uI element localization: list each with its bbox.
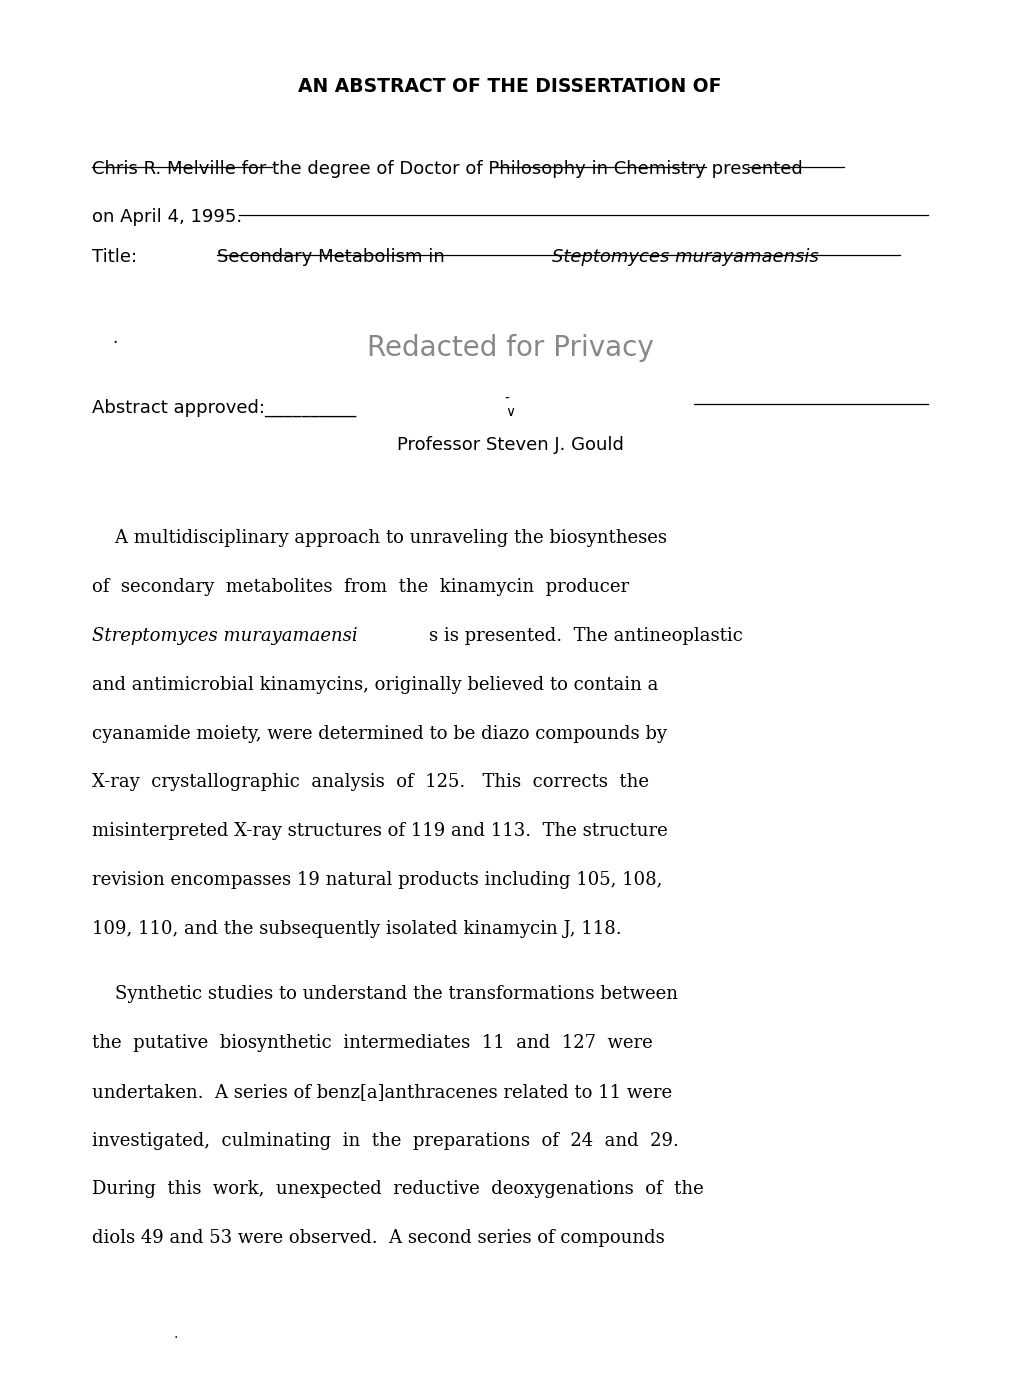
Text: ·: · bbox=[112, 334, 117, 352]
Text: Chris R. Melville for the degree of Doctor of Philosophy in Chemistry presented: Chris R. Melville for the degree of Doct… bbox=[92, 160, 802, 177]
Text: of  secondary  metabolites  from  the  kinamycin  producer: of secondary metabolites from the kinamy… bbox=[92, 578, 629, 597]
Text: investigated,  culminating  in  the  preparations  of  24  and  29.: investigated, culminating in the prepara… bbox=[92, 1132, 678, 1150]
Text: misinterpreted X-ray structures of 119 and 113.  The structure: misinterpreted X-ray structures of 119 a… bbox=[92, 822, 666, 840]
Text: revision encompasses 19 natural products including 105, 108,: revision encompasses 19 natural products… bbox=[92, 872, 661, 890]
Text: AN ABSTRACT OF THE DISSERTATION OF: AN ABSTRACT OF THE DISSERTATION OF bbox=[298, 77, 721, 96]
Text: undertaken.  A series of benz[a]anthracenes related to 11 were: undertaken. A series of benz[a]anthracen… bbox=[92, 1084, 672, 1101]
Text: A multidisciplinary approach to unraveling the biosyntheses: A multidisciplinary approach to unraveli… bbox=[92, 529, 666, 547]
Text: $\vee$: $\vee$ bbox=[504, 406, 515, 419]
Text: Redacted for Privacy: Redacted for Privacy bbox=[366, 334, 653, 362]
Text: Synthetic studies to understand the transformations between: Synthetic studies to understand the tran… bbox=[92, 984, 678, 1004]
Text: Professor Steven J. Gould: Professor Steven J. Gould bbox=[396, 436, 623, 454]
Text: 109, 110, and the subsequently isolated kinamycin J, 118.: 109, 110, and the subsequently isolated … bbox=[92, 920, 621, 938]
Text: the  putative  biosynthetic  intermediates  11  and  127  were: the putative biosynthetic intermediates … bbox=[92, 1034, 652, 1052]
Text: Title:: Title: bbox=[92, 248, 154, 265]
Text: and antimicrobial kinamycins, originally believed to contain a: and antimicrobial kinamycins, originally… bbox=[92, 676, 657, 694]
Text: cyanamide moiety, were determined to be diazo compounds by: cyanamide moiety, were determined to be … bbox=[92, 725, 666, 742]
Text: X-ray  crystallographic  analysis  of  125.   This  corrects  the: X-ray crystallographic analysis of 125. … bbox=[92, 773, 648, 792]
Text: Streptomyces murayamaensi: Streptomyces murayamaensi bbox=[92, 627, 357, 645]
Text: Steptomyces murayamaensis: Steptomyces murayamaensis bbox=[551, 248, 818, 265]
Text: Streptomyces murayamaensis is presented.  The antineoplastic: Streptomyces murayamaensis is presented.… bbox=[92, 627, 671, 645]
Text: ·: · bbox=[173, 1331, 177, 1345]
Text: During  this  work,  unexpected  reductive  deoxygenations  of  the: During this work, unexpected reductive d… bbox=[92, 1180, 703, 1199]
Text: Secondary Metabolism in: Secondary Metabolism in bbox=[217, 248, 450, 265]
Text: diols 49 and 53 were observed.  A second series of compounds: diols 49 and 53 were observed. A second … bbox=[92, 1229, 664, 1247]
Text: Abstract approved:__________: Abstract approved:__________ bbox=[92, 399, 356, 417]
Text: -: - bbox=[504, 392, 508, 406]
Text: on April 4, 1995.: on April 4, 1995. bbox=[92, 208, 242, 226]
Text: s is presented.  The antineoplastic: s is presented. The antineoplastic bbox=[429, 627, 742, 645]
